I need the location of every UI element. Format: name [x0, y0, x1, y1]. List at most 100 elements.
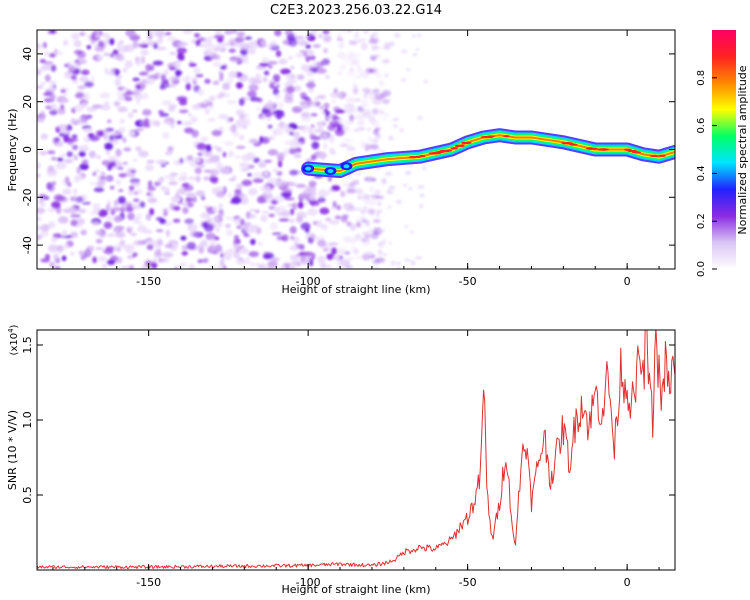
spectrogram-noise-blob — [94, 169, 101, 173]
spectrogram-noise-blob — [62, 188, 72, 196]
spectrogram-noise-blob — [98, 130, 105, 137]
spectrogram-noise-blob — [53, 194, 65, 202]
spectrogram-noise-blob — [267, 124, 273, 129]
spectrogram-noise-blob — [103, 52, 112, 57]
spectrogram-noise-blob — [235, 82, 243, 89]
spectrogram-noise-blob — [153, 181, 161, 187]
spectrogram-noise-blob — [40, 133, 49, 140]
spectrogram-noise-blob — [106, 259, 116, 266]
spectrogram-noise-blob — [111, 139, 119, 145]
spectrogram-noise-blob — [351, 59, 360, 65]
spectrogram-noise-blob — [366, 208, 376, 215]
spectrogram-noise-blob — [360, 42, 368, 51]
snr-y-multiplier-close: ) — [9, 324, 20, 328]
spectrogram-noise-blob — [42, 41, 47, 49]
spectrogram-noise-blob — [320, 223, 328, 229]
spectrogram-noise-blob — [149, 208, 155, 216]
spectrogram-x-axis-label: Height of straight line (km) — [281, 283, 430, 296]
spectrogram-noise-blob — [133, 158, 138, 163]
spectrogram-noise-blob — [147, 77, 155, 85]
spectrogram-noise-blob — [295, 53, 304, 58]
spectrogram-noise-blob — [412, 53, 418, 57]
spectrogram-noise-blob — [370, 231, 379, 240]
spectrogram-noise-blob — [305, 55, 310, 63]
spectrogram-noise-blob — [214, 236, 220, 241]
spectrogram-noise-blob — [214, 44, 225, 52]
spectrogram-noise-blob — [220, 166, 231, 175]
spectrogram-noise-blob — [253, 157, 261, 164]
spectrogram-noise-blob — [57, 216, 69, 224]
spectrogram-noise-blob — [193, 67, 201, 74]
spectrogram-noise-blob — [368, 38, 377, 44]
spectrogram-noise-blob — [188, 223, 198, 231]
spectrogram-noise-blob — [346, 221, 352, 227]
spectrogram-y-tick-label: -40 — [21, 236, 34, 254]
spectrogram-noise-blob — [385, 73, 389, 78]
spectrogram-noise-blob — [297, 201, 304, 209]
spectrogram-noise-blob — [339, 63, 347, 71]
spectrogram-noise-blob — [383, 112, 390, 117]
spectrogram-y-axis-label: Frequency (Hz) — [6, 109, 19, 192]
spectrogram-noise-blob — [113, 199, 119, 207]
spectrogram-noise-blob — [346, 236, 357, 244]
spectrogram-noise-blob — [52, 233, 63, 239]
spectrogram-noise-blob — [364, 68, 375, 73]
spectrogram-noise-blob — [258, 62, 270, 67]
spectrogram-noise-blob — [57, 157, 64, 162]
spectrogram-noise-blob — [289, 169, 299, 176]
spectrogram-noise-blob — [353, 128, 360, 132]
spectrogram-noise-blob — [169, 176, 177, 182]
spectrogram-noise-blob — [66, 151, 74, 158]
spectrogram-noise-blob — [336, 261, 346, 269]
spectrogram-noise-blob — [187, 154, 194, 161]
spectrogram-noise-blob — [180, 77, 187, 82]
spectrogram-noise-blob — [196, 142, 207, 151]
spectrogram-noise-blob — [280, 264, 287, 269]
spectrogram-noise-blob — [416, 256, 423, 260]
spectrogram-noise-blob — [130, 181, 141, 188]
spectrogram-noise-blob — [331, 185, 341, 192]
spectrogram-noise-blob — [142, 44, 149, 48]
spectrogram-noise-blob — [228, 178, 236, 182]
spectrogram-noise-blob — [289, 255, 298, 261]
spectrogram-noise-blob — [192, 196, 197, 203]
spectrogram-noise-blob — [334, 215, 342, 220]
spectrogram-noise-blob — [333, 88, 338, 94]
spectrogram-noise-blob — [342, 213, 349, 219]
spectrogram-noise-blob — [330, 247, 337, 256]
spectrogram-noise-blob — [360, 140, 366, 148]
spectrogram-noise-blob — [249, 214, 257, 219]
spectrogram-noise-blob — [162, 120, 171, 125]
spectrogram-noise-blob — [252, 171, 264, 179]
spectrogram-noise-blob — [357, 194, 361, 201]
spectrogram-ridge-peak — [561, 142, 574, 145]
spectrogram-noise-blob — [378, 80, 385, 87]
spectrogram-noise-blob — [233, 240, 238, 249]
spectrogram-noise-blob — [80, 229, 87, 236]
spectrogram-noise-blob — [234, 36, 245, 43]
spectrogram-noise-blob — [140, 55, 146, 64]
spectrogram-noise-blob — [117, 149, 123, 155]
spectrogram-noise-blob — [232, 30, 238, 34]
spectrogram-noise-blob — [348, 52, 357, 61]
spectrogram-noise-blob — [304, 200, 309, 206]
spectrogram-noise-blob — [236, 31, 246, 38]
spectrogram-noise-blob — [73, 40, 82, 48]
spectrogram-noise-blob — [320, 132, 329, 141]
spectrogram-x-tick-label: -150 — [136, 275, 161, 288]
spectrogram-noise-blob — [328, 147, 335, 155]
spectrogram-noise-blob — [82, 92, 91, 101]
spectrogram-noise-blob — [263, 159, 273, 163]
spectrogram-noise-blob — [141, 92, 149, 100]
spectrogram-noise-blob — [329, 120, 340, 127]
spectrogram-noise-blob — [388, 185, 396, 191]
spectrogram-noise-blob — [233, 235, 240, 239]
spectrogram-noise-blob — [377, 201, 382, 207]
spectrogram-noise-blob — [296, 74, 305, 81]
spectrogram-noise-blob — [235, 183, 243, 190]
spectrogram-noise-blob — [369, 253, 376, 259]
spectrogram-noise-blob — [276, 178, 282, 182]
spectrogram-noise-blob — [322, 35, 332, 43]
spectrogram-noise-blob — [216, 146, 222, 152]
spectrogram-noise-blob — [168, 51, 177, 55]
